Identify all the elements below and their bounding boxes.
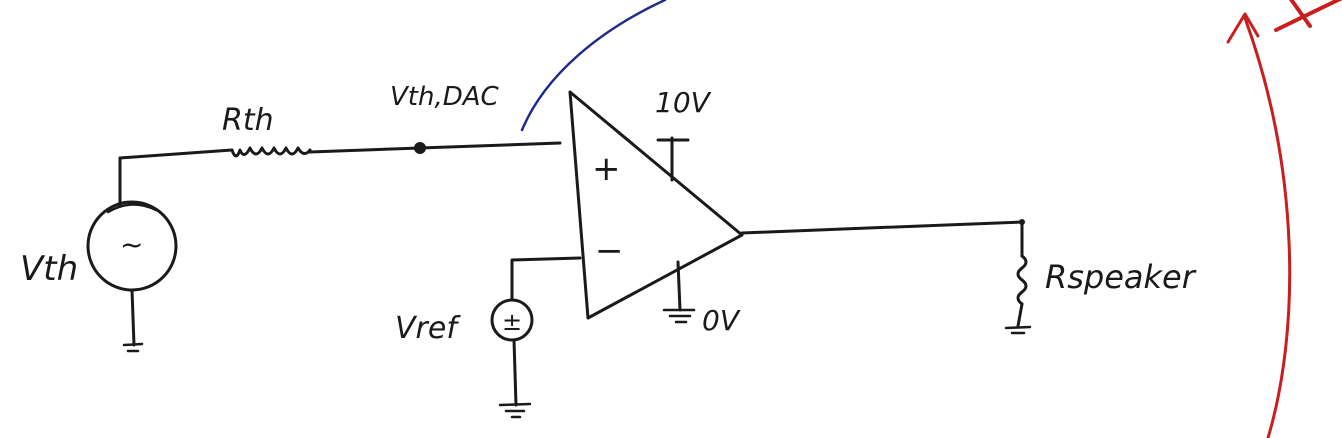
- positive-supply: 10V: [655, 86, 712, 182]
- vth-dac-label: Vth,DAC: [390, 82, 500, 112]
- red-x-mark: [1274, 0, 1342, 32]
- op-amp-plus: +: [592, 149, 621, 189]
- op-amp-minus: −: [595, 231, 624, 271]
- negative-supply: 0V: [662, 260, 741, 337]
- rth-resistor: Rth: [118, 103, 312, 160]
- rspeaker-load: Rspeaker: [740, 219, 1197, 335]
- vth-dac-node: [414, 142, 426, 154]
- input-wire: [308, 141, 562, 154]
- red-annotation-curve: [1243, 16, 1292, 438]
- red-arrowhead: [1226, 12, 1260, 44]
- dc-symbol: ±: [502, 308, 522, 336]
- ac-symbol: ~: [120, 228, 143, 261]
- supply-neg-label: 0V: [702, 304, 741, 337]
- vth-source: ~ Vth: [20, 156, 178, 353]
- blue-annotation-arrow: [520, 0, 667, 132]
- rth-label: Rth: [222, 103, 274, 138]
- vth-label: Vth: [20, 249, 78, 289]
- vref-source: ± Vref: [395, 256, 582, 419]
- vref-label: Vref: [395, 311, 461, 346]
- op-amp: + −: [568, 90, 744, 320]
- rspeaker-label: Rspeaker: [1045, 258, 1197, 296]
- supply-pos-label: 10V: [655, 86, 712, 119]
